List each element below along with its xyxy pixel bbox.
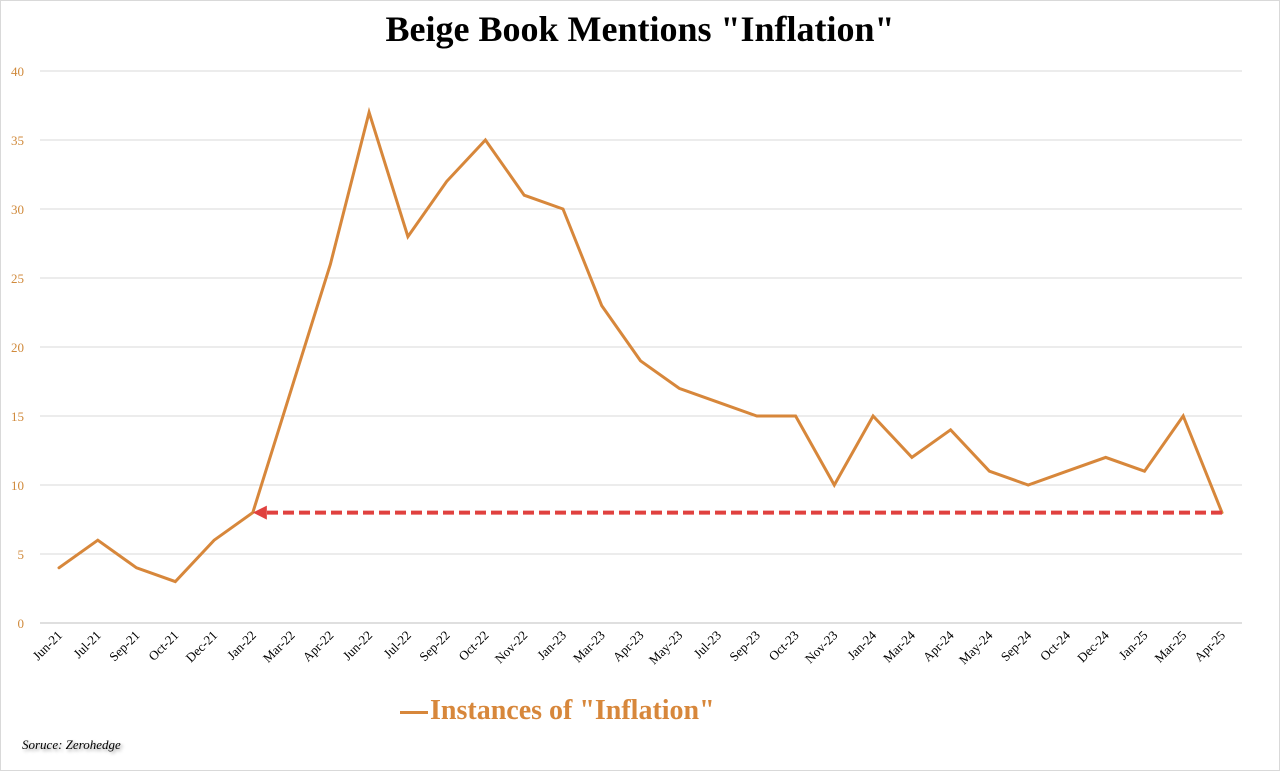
- y-tick-label: 25: [11, 271, 24, 286]
- data-point: [523, 194, 525, 196]
- data-point: [290, 387, 293, 390]
- x-tick-label: Mar-23: [570, 628, 608, 666]
- data-point: [600, 304, 603, 307]
- data-point: [1182, 415, 1185, 417]
- data-point: [329, 263, 332, 266]
- source-note: Soruce: Zerohedge: [22, 737, 121, 752]
- data-point: [213, 539, 215, 541]
- legend: Instances of "Inflation": [400, 692, 715, 730]
- x-tick-label: Sep-23: [726, 628, 763, 665]
- x-tick-label: Mar-25: [1151, 628, 1189, 666]
- data-point: [1066, 470, 1068, 473]
- legend-swatch: [400, 710, 428, 714]
- x-axis-ticks: Jun-21 Jul-21 Sep-21 Oct-21 Dec-21 Jan-22 Mar-…: [29, 627, 1228, 667]
- annotation-layer: [252, 505, 1222, 520]
- data-point: [96, 539, 99, 541]
- y-tick-label: 0: [18, 616, 25, 631]
- y-tick-label: 35: [11, 133, 24, 148]
- y-axis-ticks: 0 5 10 15 20 25 30 35 40: [11, 64, 24, 631]
- x-tick-label: Jan-23: [534, 628, 569, 663]
- dashed-arrow-head: [252, 505, 267, 520]
- x-tick-label: Jun-21: [29, 628, 65, 664]
- y-tick-label: 5: [18, 547, 25, 562]
- x-tick-label: Dec-21: [183, 628, 221, 666]
- x-tick-label: Apr-22: [300, 628, 337, 665]
- y-tick-label: 10: [11, 478, 24, 493]
- data-point: [872, 415, 874, 417]
- y-tick-label: 15: [11, 409, 24, 424]
- x-tick-label: Mar-22: [260, 628, 298, 666]
- data-point: [368, 111, 370, 114]
- data-point: [756, 415, 758, 417]
- data-point: [174, 580, 177, 583]
- data-point: [678, 387, 681, 390]
- data-point: [639, 360, 642, 362]
- x-tick-label: Oct-22: [455, 628, 491, 664]
- data-point: [135, 567, 138, 569]
- x-tick-label: Nov-22: [492, 628, 531, 667]
- x-tick-label: Jan-25: [1115, 628, 1150, 663]
- x-tick-label: Sep-22: [416, 628, 453, 665]
- x-tick-label: Dec-24: [1074, 627, 1112, 665]
- chart-title: Beige Book Mentions "Inflation": [385, 9, 895, 49]
- data-point: [833, 484, 836, 486]
- x-tick-label: Oct-23: [766, 628, 802, 664]
- y-tick-label: 20: [11, 340, 24, 355]
- legend-label: Instances of "Inflation": [430, 695, 715, 726]
- data-point: [1143, 470, 1146, 473]
- y-tick-label: 40: [11, 64, 24, 79]
- data-point: [58, 567, 60, 569]
- x-tick-label: Oct-24: [1037, 627, 1073, 663]
- x-tick-label: Apr-23: [610, 628, 647, 665]
- x-tick-label: Sep-24: [998, 627, 1035, 664]
- data-point: [484, 139, 487, 141]
- x-tick-label: May-24: [956, 627, 996, 667]
- x-tick-label: Nov-23: [802, 628, 841, 667]
- gridlines: [40, 70, 1242, 624]
- x-tick-label: Apr-25: [1191, 628, 1228, 665]
- x-tick-label: Apr-24: [920, 627, 957, 664]
- data-point: [949, 429, 952, 431]
- data-point: [445, 180, 448, 183]
- x-tick-label: May-23: [646, 628, 686, 668]
- x-tick-label: Jan-24: [844, 627, 879, 662]
- data-point: [988, 470, 991, 473]
- data-point: [794, 415, 797, 417]
- x-tick-label: Oct-21: [145, 628, 181, 664]
- x-tick-label: Jul-23: [691, 628, 725, 662]
- x-tick-label: Mar-24: [880, 627, 918, 665]
- x-tick-label: Sep-21: [106, 628, 143, 665]
- y-tick-label: 30: [11, 202, 24, 217]
- data-point: [1104, 456, 1107, 459]
- x-tick-label: Jul-21: [70, 628, 104, 662]
- x-tick-label: Jun-22: [340, 628, 376, 664]
- data-point: [407, 235, 409, 238]
- data-point: [717, 401, 719, 404]
- x-tick-label: Jan-22: [224, 628, 259, 663]
- data-point: [911, 456, 913, 459]
- data-point: [1027, 484, 1029, 486]
- data-point: [562, 208, 564, 210]
- x-tick-label: Jul-22: [380, 628, 414, 662]
